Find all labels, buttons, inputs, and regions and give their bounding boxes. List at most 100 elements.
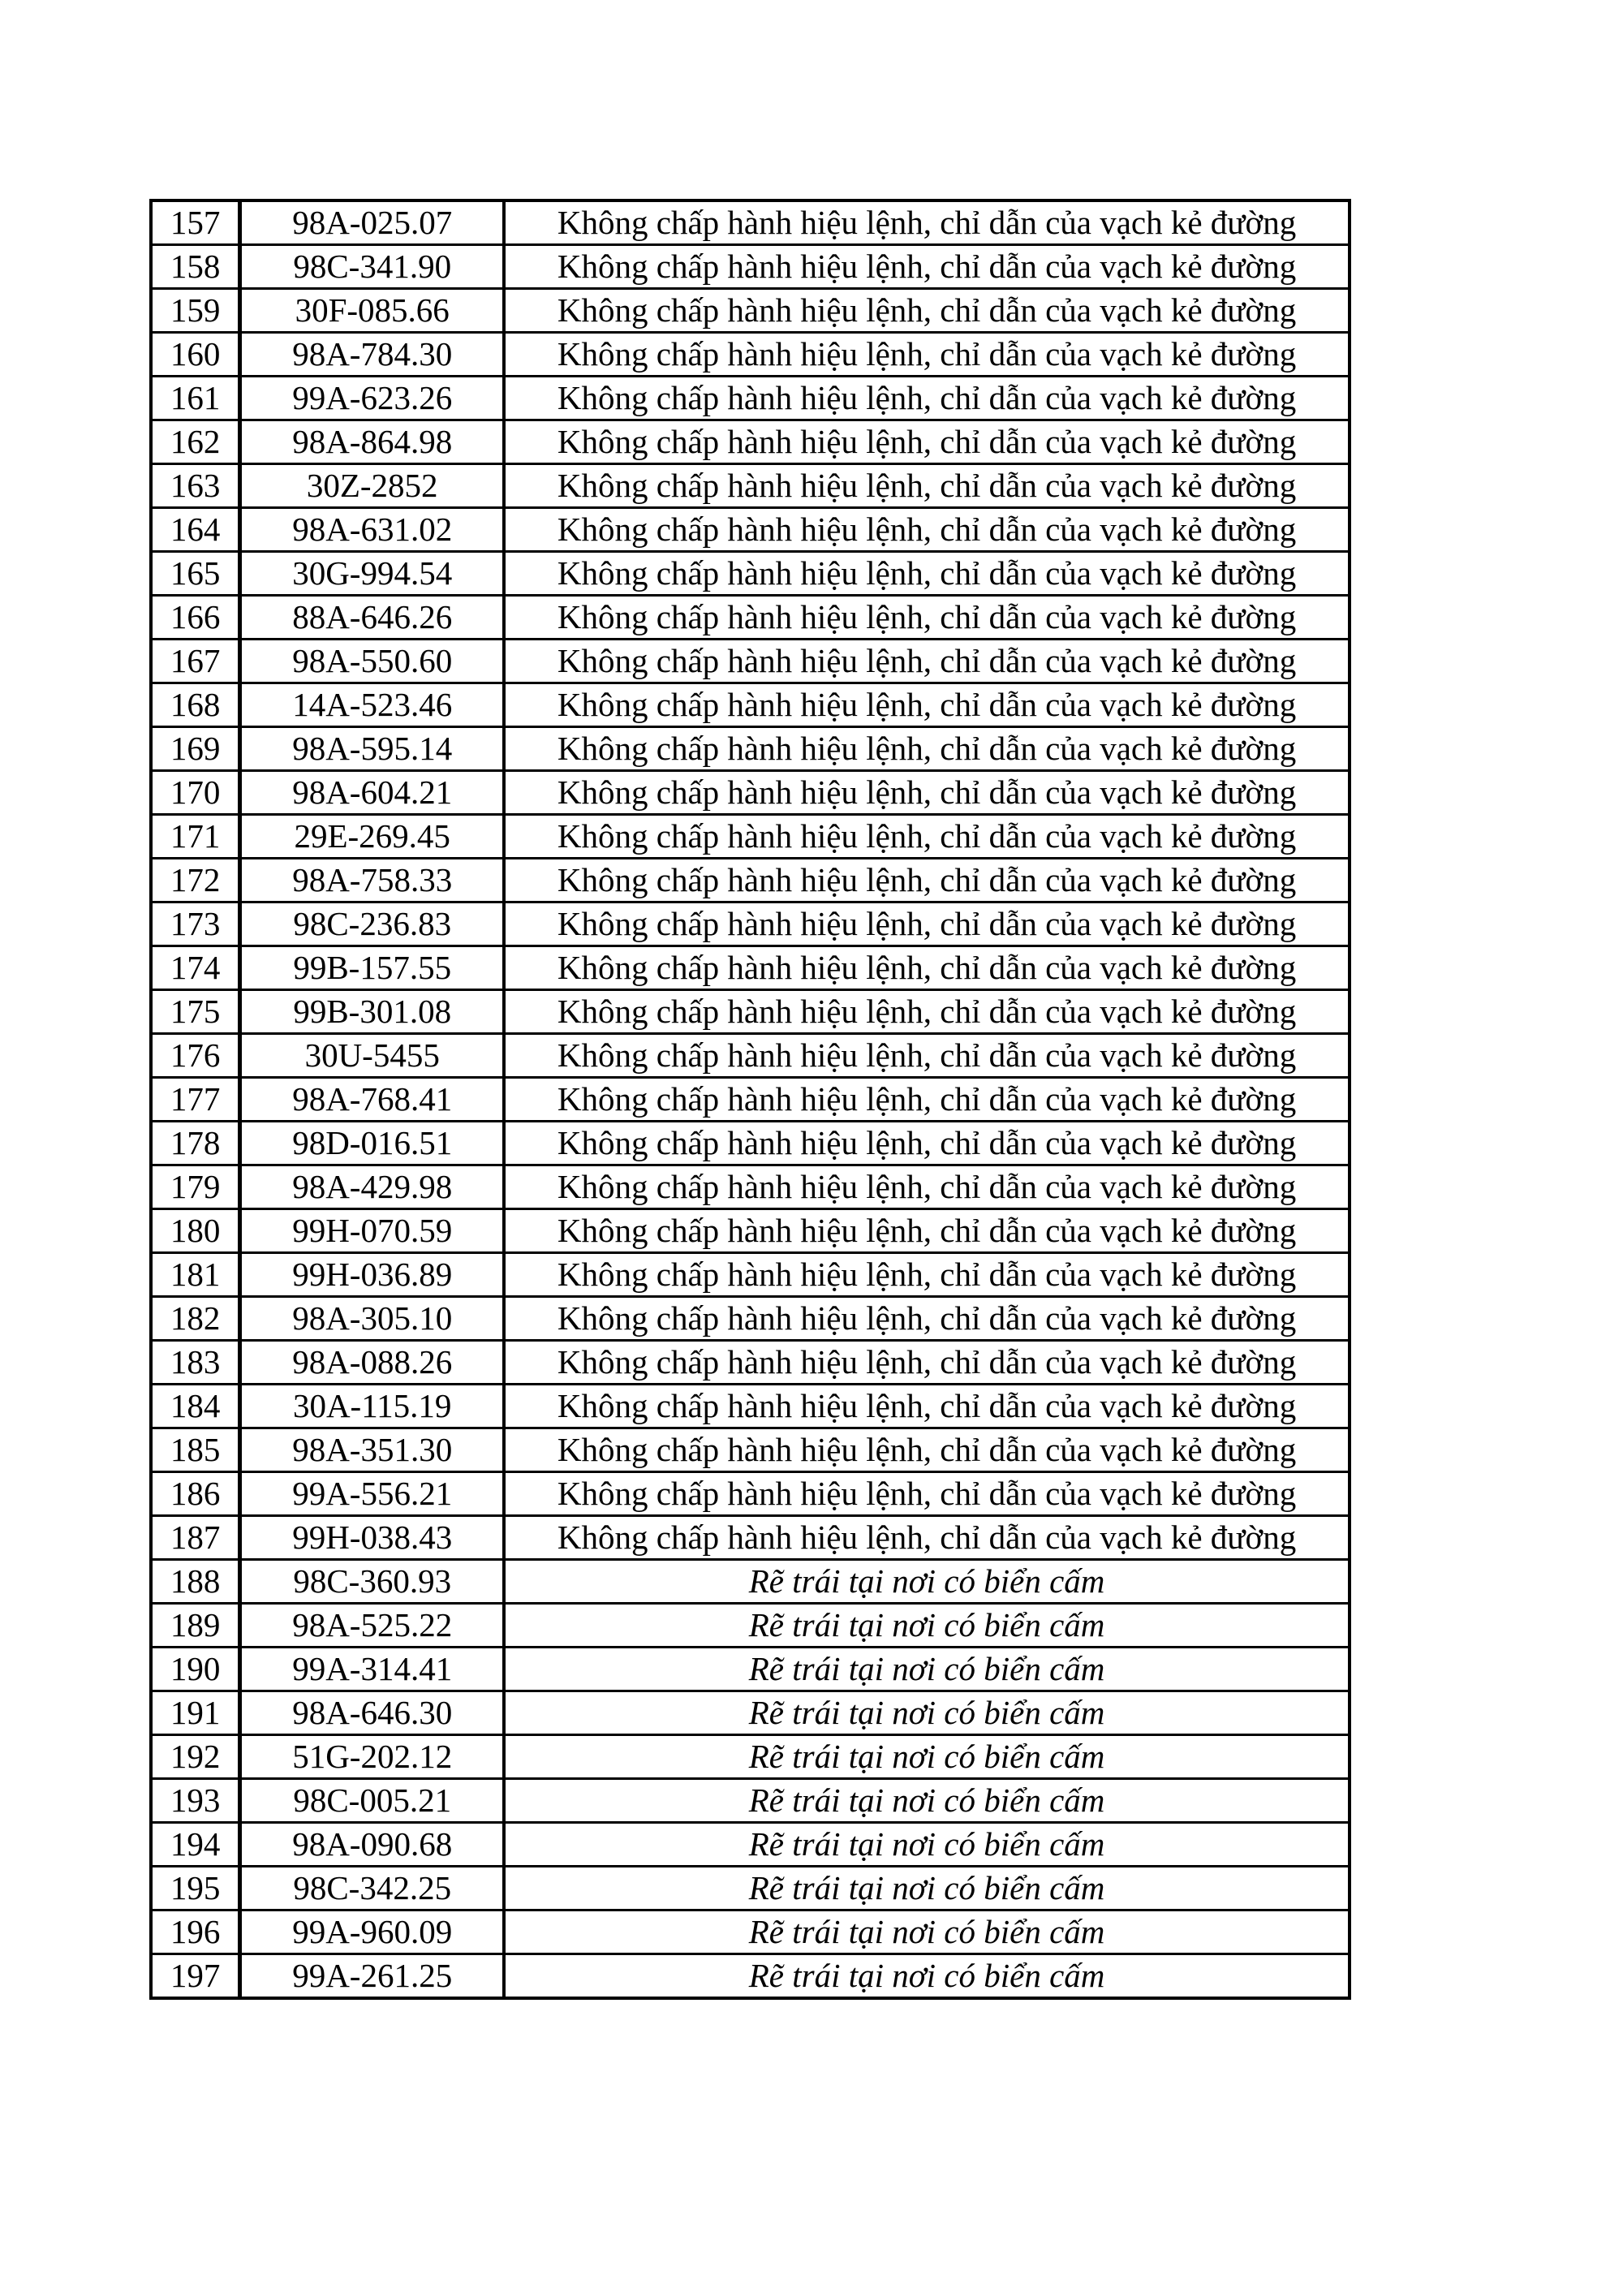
table-row: 195 98C-342.25 Rẽ trái tại nơi có biển cấm — [149, 1865, 1351, 1911]
table-row: 162 98A-864.98 Không chấp hành hiệu lệnh, … — [149, 419, 1351, 465]
license-plate: 98A-550.60 — [238, 638, 506, 684]
license-plate: 98A-090.68 — [238, 1821, 506, 1867]
table-row: 194 98A-090.68 Rẽ trái tại nơi có biển cấm — [149, 1821, 1351, 1867]
license-plate: 98A-631.02 — [238, 506, 506, 553]
table-row: 164 98A-631.02 Không chấp hành hiệu lệnh, … — [149, 506, 1351, 553]
row-number: 176 — [149, 1032, 242, 1079]
table-row: 192 51G-202.12 Rẽ trái tại nơi có biển cấm — [149, 1734, 1351, 1780]
violation-description: Rẽ trái tại nơi có biển cấm — [502, 1646, 1351, 1692]
row-number: 195 — [149, 1865, 242, 1911]
table-row: 187 99H-038.43 Không chấp hành hiệu lệnh, … — [149, 1514, 1351, 1561]
violation-description: Không chấp hành hiệu lệnh, chỉ dẫn của v… — [502, 901, 1351, 947]
license-plate: 98A-768.41 — [238, 1076, 506, 1122]
row-number: 186 — [149, 1471, 242, 1517]
violation-description: Không chấp hành hiệu lệnh, chỉ dẫn của v… — [502, 1514, 1351, 1561]
license-plate: 98A-784.30 — [238, 331, 506, 377]
table-row: 166 88A-646.26 Không chấp hành hiệu lệnh, … — [149, 594, 1351, 640]
license-plate: 98A-429.98 — [238, 1164, 506, 1210]
violation-description: Rẽ trái tại nơi có biển cấm — [502, 1777, 1351, 1824]
row-number: 178 — [149, 1120, 242, 1166]
table-row: 196 99A-960.09 Rẽ trái tại nơi có biển cấm — [149, 1909, 1351, 1955]
violation-description: Không chấp hành hiệu lệnh, chỉ dẫn của v… — [502, 1295, 1351, 1342]
license-plate: 98A-525.22 — [238, 1602, 506, 1648]
violation-description: Không chấp hành hiệu lệnh, chỉ dẫn của v… — [502, 1164, 1351, 1210]
row-number: 194 — [149, 1821, 242, 1867]
row-number: 184 — [149, 1383, 242, 1429]
table-row: 181 99H-036.89 Không chấp hành hiệu lệnh, … — [149, 1251, 1351, 1298]
license-plate: 98A-604.21 — [238, 769, 506, 816]
license-plate: 99A-314.41 — [238, 1646, 506, 1692]
row-number: 181 — [149, 1251, 242, 1298]
table-row: 186 99A-556.21 Không chấp hành hiệu lệnh, … — [149, 1471, 1351, 1517]
violation-description: Không chấp hành hiệu lệnh, chỉ dẫn của v… — [502, 1339, 1351, 1385]
row-number: 158 — [149, 243, 242, 290]
table-row: 158 98C-341.90 Không chấp hành hiệu lệnh, … — [149, 243, 1351, 290]
table-row: 170 98A-604.21 Không chấp hành hiệu lệnh, … — [149, 769, 1351, 816]
violation-description: Không chấp hành hiệu lệnh, chỉ dẫn của v… — [502, 1383, 1351, 1429]
table-row: 168 14A-523.46 Không chấp hành hiệu lệnh, … — [149, 682, 1351, 728]
table-row: 185 98A-351.30 Không chấp hành hiệu lệnh, … — [149, 1427, 1351, 1473]
violation-description: Không chấp hành hiệu lệnh, chỉ dẫn của v… — [502, 945, 1351, 991]
license-plate: 98A-088.26 — [238, 1339, 506, 1385]
row-number: 180 — [149, 1208, 242, 1254]
violation-description: Không chấp hành hiệu lệnh, chỉ dẫn của v… — [502, 463, 1351, 509]
violation-description: Không chấp hành hiệu lệnh, chỉ dẫn của v… — [502, 638, 1351, 684]
license-plate: 99B-301.08 — [238, 989, 506, 1035]
violation-description: Không chấp hành hiệu lệnh, chỉ dẫn của v… — [502, 506, 1351, 553]
violation-description: Không chấp hành hiệu lệnh, chỉ dẫn của v… — [502, 1208, 1351, 1254]
violation-description: Không chấp hành hiệu lệnh, chỉ dẫn của v… — [502, 550, 1351, 597]
violation-description: Không chấp hành hiệu lệnh, chỉ dẫn của v… — [502, 199, 1351, 246]
license-plate: 98A-305.10 — [238, 1295, 506, 1342]
license-plate: 99A-261.25 — [238, 1953, 506, 2000]
license-plate: 99A-960.09 — [238, 1909, 506, 1955]
license-plate: 99H-036.89 — [238, 1251, 506, 1298]
row-number: 182 — [149, 1295, 242, 1342]
violation-description: Rẽ trái tại nơi có biển cấm — [502, 1734, 1351, 1780]
table-row: 178 98D-016.51 Không chấp hành hiệu lệnh, … — [149, 1120, 1351, 1166]
violation-description: Rẽ trái tại nơi có biển cấm — [502, 1865, 1351, 1911]
violation-description: Rẽ trái tại nơi có biển cấm — [502, 1953, 1351, 2000]
violation-description: Không chấp hành hiệu lệnh, chỉ dẫn của v… — [502, 287, 1351, 334]
row-number: 189 — [149, 1602, 242, 1648]
table-row: 176 30U-5455 Không chấp hành hiệu lệnh, ch… — [149, 1032, 1351, 1079]
table-row: 191 98A-646.30 Rẽ trái tại nơi có biển cấm — [149, 1690, 1351, 1736]
violation-description: Không chấp hành hiệu lệnh, chỉ dẫn của v… — [502, 813, 1351, 859]
row-number: 157 — [149, 199, 242, 246]
license-plate: 88A-646.26 — [238, 594, 506, 640]
table-row: 182 98A-305.10 Không chấp hành hiệu lệnh, … — [149, 1295, 1351, 1342]
row-number: 159 — [149, 287, 242, 334]
license-plate: 98A-646.30 — [238, 1690, 506, 1736]
license-plate: 98C-236.83 — [238, 901, 506, 947]
license-plate: 98A-025.07 — [238, 199, 506, 246]
violation-description: Không chấp hành hiệu lệnh, chỉ dẫn của v… — [502, 375, 1351, 421]
license-plate: 14A-523.46 — [238, 682, 506, 728]
table-row: 177 98A-768.41 Không chấp hành hiệu lệnh, … — [149, 1076, 1351, 1122]
violation-description: Không chấp hành hiệu lệnh, chỉ dẫn của v… — [502, 594, 1351, 640]
violation-description: Không chấp hành hiệu lệnh, chỉ dẫn của v… — [502, 989, 1351, 1035]
table-row: 161 99A-623.26 Không chấp hành hiệu lệnh, … — [149, 375, 1351, 421]
violation-description: Không chấp hành hiệu lệnh, chỉ dẫn của v… — [502, 1471, 1351, 1517]
license-plate: 30A-115.19 — [238, 1383, 506, 1429]
row-number: 162 — [149, 419, 242, 465]
row-number: 187 — [149, 1514, 242, 1561]
row-number: 191 — [149, 1690, 242, 1736]
row-number: 160 — [149, 331, 242, 377]
row-number: 168 — [149, 682, 242, 728]
violation-description: Không chấp hành hiệu lệnh, chỉ dẫn của v… — [502, 1251, 1351, 1298]
license-plate: 98C-005.21 — [238, 1777, 506, 1824]
row-number: 175 — [149, 989, 242, 1035]
row-number: 165 — [149, 550, 242, 597]
row-number: 161 — [149, 375, 242, 421]
table-row: 183 98A-088.26 Không chấp hành hiệu lệnh, … — [149, 1339, 1351, 1385]
table-row: 169 98A-595.14 Không chấp hành hiệu lệnh, … — [149, 726, 1351, 772]
table-row: 174 99B-157.55 Không chấp hành hiệu lệnh, … — [149, 945, 1351, 991]
table-row: 165 30G-994.54 Không chấp hành hiệu lệnh, … — [149, 550, 1351, 597]
violation-description: Rẽ trái tại nơi có biển cấm — [502, 1821, 1351, 1867]
violation-description: Không chấp hành hiệu lệnh, chỉ dẫn của v… — [502, 1076, 1351, 1122]
license-plate: 30U-5455 — [238, 1032, 506, 1079]
license-plate: 30G-994.54 — [238, 550, 506, 597]
table-row: 180 99H-070.59 Không chấp hành hiệu lệnh, … — [149, 1208, 1351, 1254]
table-row: 160 98A-784.30 Không chấp hành hiệu lệnh, … — [149, 331, 1351, 377]
violations-table: 157 98A-025.07 Không chấp hành hiệu lệnh, … — [149, 199, 1351, 2000]
row-number: 164 — [149, 506, 242, 553]
